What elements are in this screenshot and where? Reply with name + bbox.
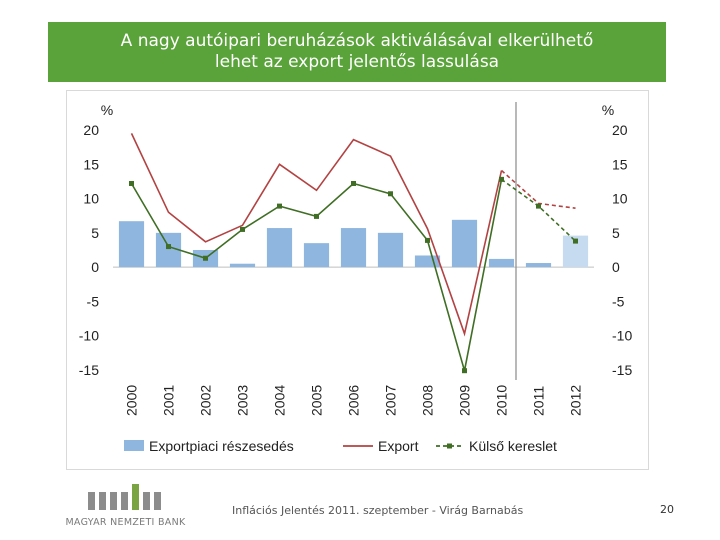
legend-label: Export xyxy=(378,438,419,454)
right-tick-label: 10 xyxy=(612,191,628,207)
demand-line xyxy=(130,179,503,371)
demand-point xyxy=(314,213,319,219)
right-axis-unit: % xyxy=(602,102,614,118)
right-tick-label: -15 xyxy=(612,362,632,378)
right-tick-label: 0 xyxy=(612,259,620,275)
right-axis-ticks: % 20 15 10 5 0 -5 -10 -15 xyxy=(602,102,633,378)
demand-point xyxy=(573,238,578,244)
bar xyxy=(266,228,293,268)
slide-title: A nagy autóipari beruházások aktiválásáv… xyxy=(48,22,666,82)
legend-demand-marker xyxy=(447,443,452,449)
left-tick-label: -5 xyxy=(87,293,100,309)
right-tick-label: -10 xyxy=(612,328,632,344)
x-tick-label: 2002 xyxy=(198,385,214,416)
left-tick-label: 0 xyxy=(91,259,99,275)
bank-logo-text: MAGYAR NEMZETI BANK xyxy=(65,517,186,528)
export-line xyxy=(130,133,503,337)
demand-point xyxy=(388,191,393,197)
x-tick-label: 2000 xyxy=(124,385,140,416)
x-tick-label: 2003 xyxy=(235,385,251,416)
bar xyxy=(525,263,552,268)
left-tick-label: -10 xyxy=(79,328,99,344)
demand-point xyxy=(240,226,245,232)
bar xyxy=(229,263,256,268)
x-tick-label: 2010 xyxy=(494,385,510,416)
right-tick-label: 5 xyxy=(612,225,620,241)
bank-logo: MAGYAR NEMZETI BANK xyxy=(48,480,203,532)
line-series xyxy=(129,133,578,374)
page-number: 20 xyxy=(660,503,674,516)
legend-label: Külső kereslet xyxy=(469,438,557,454)
footer-caption: Inflációs Jelentés 2011. szeptember - Vi… xyxy=(232,504,524,517)
bar xyxy=(377,232,404,268)
left-tick-label: 10 xyxy=(83,191,99,207)
x-axis-labels: 2000 2001 2002 2003 2004 2005 2006 2007 2008 2009… xyxy=(124,385,584,416)
bar xyxy=(451,219,478,268)
export-forecast-line xyxy=(500,169,576,209)
x-tick-label: 2012 xyxy=(568,385,584,416)
bar-series xyxy=(113,102,594,380)
demand-point xyxy=(351,180,356,186)
slide-title-line-1: A nagy autóipari beruházások aktiválásáv… xyxy=(120,31,594,51)
bar xyxy=(118,221,145,268)
demand-point xyxy=(425,237,430,243)
demand-point xyxy=(536,203,541,209)
demand-point xyxy=(277,203,282,209)
bar xyxy=(303,243,330,268)
demand-forecast-line xyxy=(501,178,577,242)
x-tick-label: 2011 xyxy=(531,386,547,416)
demand-point xyxy=(203,255,208,261)
right-tick-label: -5 xyxy=(612,293,625,309)
legend-bar-swatch xyxy=(124,440,144,451)
bank-logo-mark xyxy=(88,484,161,510)
right-tick-label: 20 xyxy=(612,122,628,138)
bar xyxy=(340,228,367,268)
demand-point xyxy=(462,368,467,374)
left-axis-ticks: %20 15 10 5 0 -5 -10 -15 xyxy=(79,102,113,378)
x-tick-label: 2008 xyxy=(420,385,436,416)
left-tick-label: 15 xyxy=(83,156,99,172)
bar xyxy=(414,255,441,268)
demand-point xyxy=(499,176,504,182)
x-tick-label: 2007 xyxy=(383,385,399,416)
legend-label: Exportpiaci részesedés xyxy=(149,438,294,454)
left-tick-label: 20 xyxy=(83,122,99,138)
left-tick-label: 5 xyxy=(91,225,99,241)
demand-point xyxy=(166,244,171,250)
bar xyxy=(488,258,515,268)
legend: Exportpiaci részesedés Export Külső keresl… xyxy=(124,438,557,454)
chart-frame xyxy=(66,90,649,470)
slide-title-line-2: lehet az export jelentős lassulása xyxy=(214,52,500,72)
left-axis-unit: % xyxy=(101,102,113,118)
left-tick-label: -15 xyxy=(79,362,99,378)
x-tick-label: 2001 xyxy=(161,385,177,416)
demand-point xyxy=(129,180,134,186)
x-tick-label: 2009 xyxy=(457,385,473,416)
x-tick-label: 2005 xyxy=(309,385,325,416)
x-tick-label: 2006 xyxy=(346,385,362,416)
right-tick-label: 15 xyxy=(612,156,628,172)
x-tick-label: 2004 xyxy=(272,385,288,416)
